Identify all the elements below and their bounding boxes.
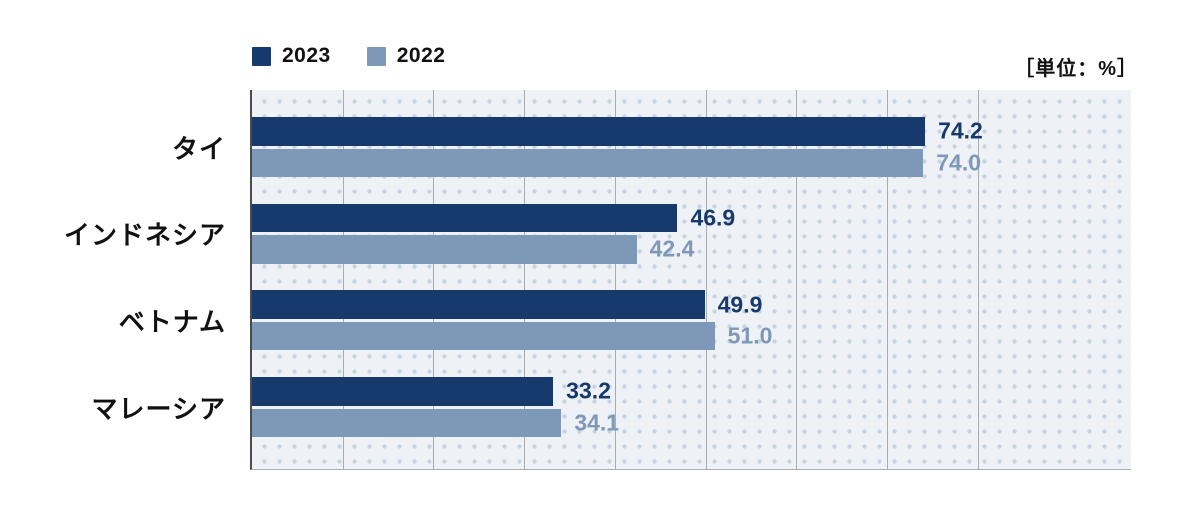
gridline-60 (796, 90, 798, 469)
value-label-2022-1: 74.0 (936, 149, 982, 176)
gridline-80 (977, 90, 979, 469)
category-label-4: マレーシア (91, 393, 226, 424)
category-label-1: タイ (171, 133, 226, 164)
gridline-20 (433, 90, 435, 469)
gridline-10 (342, 90, 344, 469)
legend-item-2023: 2023 (252, 44, 331, 68)
bar-2023-4: 33.2 (252, 377, 611, 406)
value-label-2023-3: 49.9 (717, 291, 763, 318)
gridline-70 (886, 90, 888, 469)
unit-label: ［単位：%］ (1014, 58, 1138, 80)
bar-2023-3: 49.9 (252, 290, 762, 319)
bar-2023-2: 46.9 (252, 203, 735, 233)
bar-2022-2: 42.4 (252, 235, 694, 264)
bar-2022-4: 34.1 (252, 408, 619, 438)
legend-label-2023: 2023 (282, 44, 331, 67)
legend-item-2022: 2022 (366, 44, 446, 68)
legend-label-2022: 2022 (396, 44, 446, 67)
bar-2023-1: 74.2 (252, 117, 983, 146)
bar-2022-3: 51.0 (252, 321, 772, 351)
value-label-2022-3: 51.0 (727, 322, 773, 349)
value-label-2023-1: 74.2 (938, 117, 983, 144)
legend: 2023 2022 (252, 44, 445, 68)
gridline-50 (705, 90, 707, 469)
category-labels: タイインドネシアベトナムマレーシア (0, 90, 226, 470)
legend-swatch-2023 (252, 46, 271, 66)
value-label-2022-2: 42.4 (649, 235, 695, 262)
value-label-2023-4: 33.2 (566, 377, 611, 404)
plot-area: 74.2 74.0 46.9 42.4 49.9 51.0 33.2 34.1 (250, 90, 1131, 470)
gridline-30 (524, 90, 526, 469)
bar-2022-1: 74.0 (252, 148, 981, 177)
value-label-2022-4: 34.1 (574, 409, 620, 436)
legend-swatch-2022 (366, 46, 386, 66)
gridline-40 (614, 90, 616, 469)
value-label-2023-2: 46.9 (690, 204, 736, 231)
category-label-3: ベトナム (118, 306, 226, 337)
category-label-2: インドネシア (63, 220, 226, 251)
